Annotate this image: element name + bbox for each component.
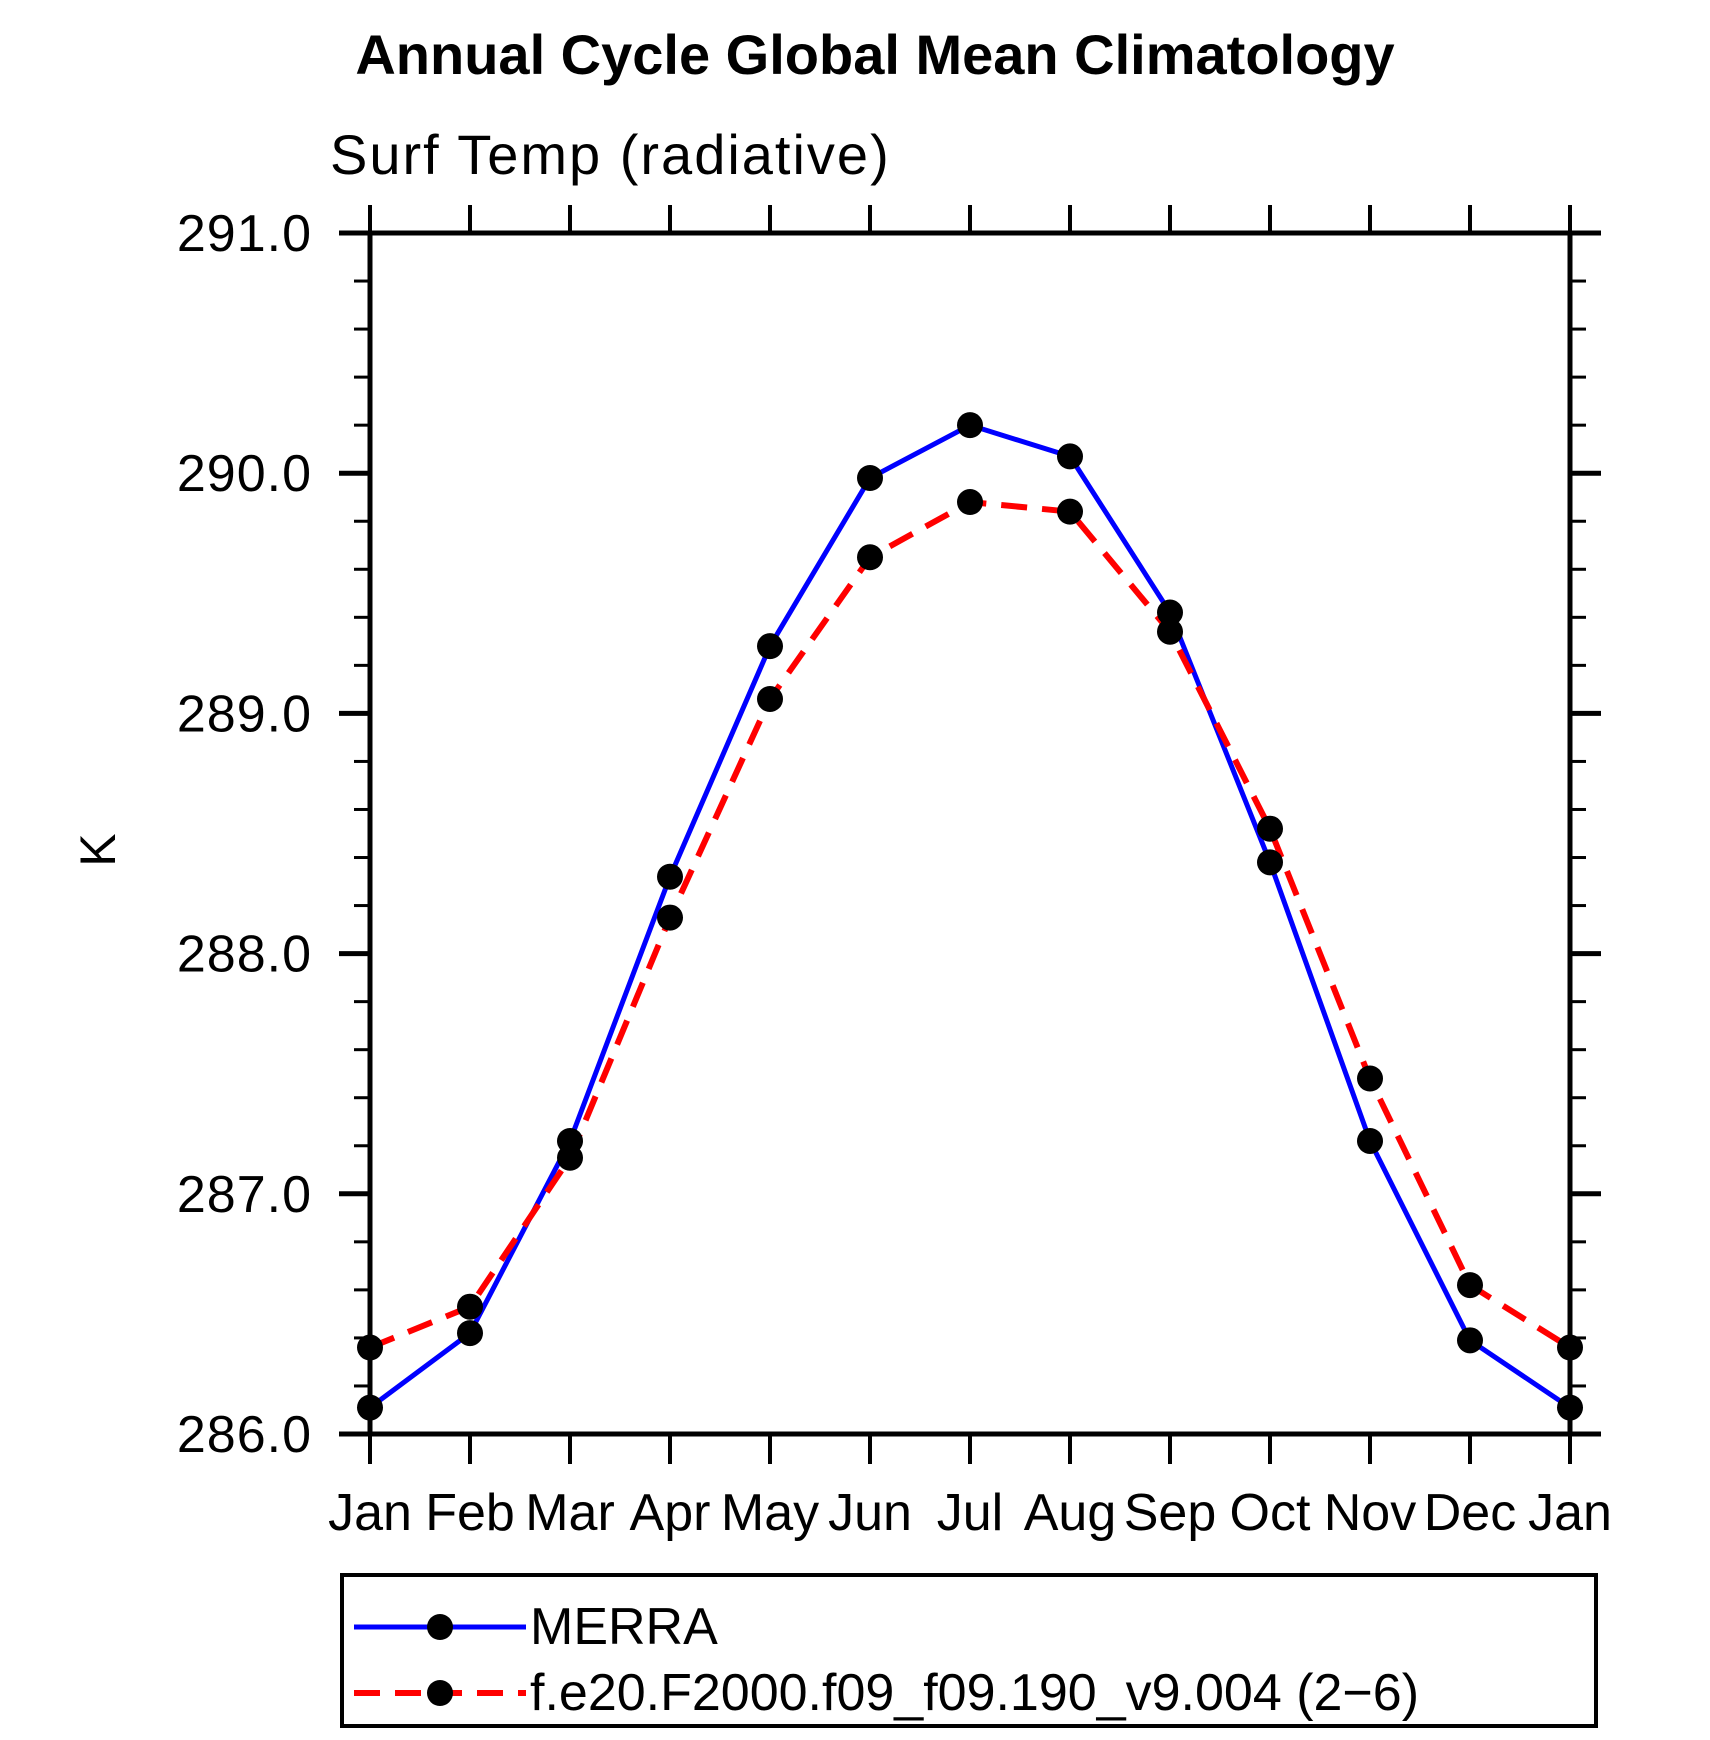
x-tick-label: Feb: [425, 1484, 515, 1542]
chart-title: Annual Cycle Global Mean Climatology: [355, 23, 1395, 86]
legend-label-model: f.e20.F2000.f09_f09.190_v9.004 (2−6): [530, 1664, 1420, 1722]
x-tick-label: Dec: [1424, 1484, 1516, 1542]
data-point-merra-sep-8: [1157, 599, 1183, 626]
legend-sample-merra: [354, 1614, 526, 1640]
legend-row-model: f.e20.F2000.f09_f09.190_v9.004 (2−6): [350, 1661, 1419, 1725]
x-tick-label: May: [721, 1484, 819, 1542]
data-point-model-jan-0: [357, 1334, 383, 1361]
y-axis-label: K: [70, 833, 126, 866]
data-point-merra-feb-1: [457, 1320, 483, 1347]
series-line-model: [368, 498, 1572, 1351]
data-point-merra-may-4: [757, 633, 783, 660]
x-tick-label: Jan: [328, 1484, 412, 1542]
data-point-model-mar-2: [557, 1144, 583, 1171]
legend-marker-model-icon: [427, 1680, 453, 1706]
x-tick-label: Sep: [1124, 1484, 1217, 1542]
y-tick-label: 287.0: [177, 1166, 312, 1224]
data-point-model-jan-12: [1557, 1334, 1583, 1361]
x-tick-label: Apr: [630, 1484, 711, 1542]
legend: MERRA f.e20.F2000.f09_f09.190_v9.004 (2−…: [340, 1573, 1598, 1728]
y-tick-label: 288.0: [177, 926, 312, 984]
y-tick-label: 291.0: [177, 205, 312, 263]
data-point-model-may-4: [757, 685, 783, 712]
data-point-merra-nov-10: [1357, 1127, 1383, 1154]
data-point-merra-dec-11: [1457, 1327, 1483, 1354]
series-line-merra: [368, 422, 1572, 1410]
plot-frame: [367, 230, 1573, 1437]
data-point-model-nov-10: [1357, 1065, 1383, 1092]
data-point-model-apr-3: [657, 904, 683, 931]
data-point-model-feb-1: [457, 1293, 483, 1320]
y-tick-label: 286.0: [177, 1406, 312, 1464]
x-tick-label: Jun: [828, 1484, 912, 1542]
data-point-model-jul-6: [957, 489, 983, 516]
data-point-merra-aug-7: [1057, 443, 1083, 470]
data-point-model-oct-9: [1257, 815, 1283, 842]
data-point-model-aug-7: [1057, 498, 1083, 525]
x-tick-label: Mar: [525, 1484, 615, 1542]
data-point-model-sep-8: [1157, 618, 1183, 645]
x-tick-label: Jan: [1528, 1484, 1612, 1542]
legend-marker-merra-icon: [427, 1614, 453, 1640]
x-tick-label: Jul: [937, 1484, 1003, 1542]
y-tick-label: 290.0: [177, 445, 312, 503]
data-point-merra-jul-6: [957, 412, 983, 439]
data-point-model-dec-11: [1457, 1272, 1483, 1299]
data-point-merra-jan-0: [357, 1394, 383, 1421]
legend-label-merra: MERRA: [530, 1598, 718, 1656]
legend-row-merra: MERRA: [350, 1595, 718, 1659]
x-tick-label: Oct: [1230, 1484, 1311, 1542]
chart-subtitle: Surf Temp (radiative): [330, 123, 891, 186]
data-point-merra-jun-5: [857, 465, 883, 492]
data-point-merra-oct-9: [1257, 849, 1283, 876]
x-tick-label: Aug: [1024, 1484, 1117, 1542]
data-point-merra-apr-3: [657, 863, 683, 890]
x-tick-label: Nov: [1324, 1484, 1416, 1542]
y-tick-label: 289.0: [177, 685, 312, 743]
data-point-merra-jan-12: [1557, 1394, 1583, 1421]
data-point-model-jun-5: [857, 544, 883, 571]
legend-sample-model: [354, 1680, 526, 1706]
